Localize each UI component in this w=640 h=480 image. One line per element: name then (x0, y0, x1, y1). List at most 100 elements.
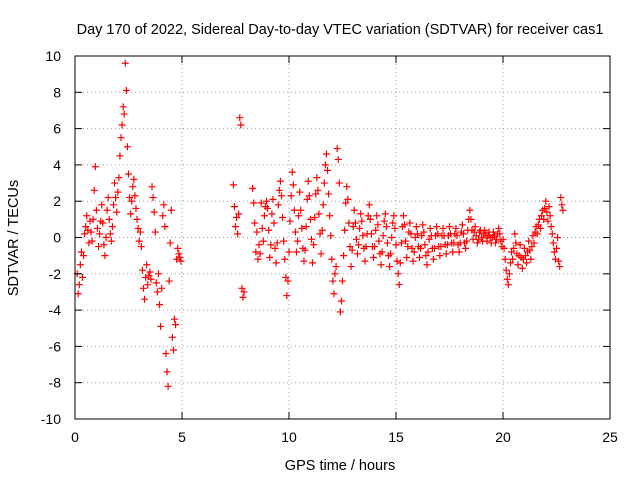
data-point-marker (420, 228, 428, 236)
data-point-marker (518, 264, 526, 272)
data-point-marker (251, 219, 259, 227)
data-point-marker (459, 230, 467, 238)
data-point-marker (471, 223, 479, 231)
data-point-marker (396, 259, 404, 267)
data-point-marker (555, 257, 563, 265)
data-point-marker (110, 201, 118, 209)
data-point-marker (495, 224, 503, 232)
data-point-marker (154, 270, 162, 278)
data-point-marker (467, 215, 475, 223)
data-point-marker (541, 204, 549, 212)
data-point-marker (147, 275, 155, 283)
data-point-marker (80, 252, 88, 260)
data-point-marker (176, 253, 184, 261)
data-point-marker (505, 270, 513, 278)
data-point-marker (152, 279, 160, 287)
data-point-marker (327, 232, 335, 240)
data-point-marker (538, 212, 546, 220)
data-point-marker (312, 190, 320, 198)
data-point-marker (343, 183, 351, 191)
data-point-marker (424, 248, 432, 256)
data-point-marker (466, 206, 474, 214)
data-point-marker (279, 214, 287, 222)
data-point-marker (387, 250, 395, 258)
data-point-marker (253, 228, 261, 236)
data-point-marker (116, 152, 124, 160)
data-point-marker (289, 181, 297, 189)
data-point-marker (131, 192, 139, 200)
data-point-marker (344, 195, 352, 203)
data-point-marker (520, 244, 528, 252)
data-point-marker (282, 273, 290, 281)
data-point-marker (304, 177, 312, 185)
data-point-marker (380, 217, 388, 225)
data-point-marker (307, 235, 315, 243)
data-point-marker (269, 195, 277, 203)
data-point-marker (410, 248, 418, 256)
data-point-marker (508, 248, 516, 256)
data-point-marker (302, 223, 310, 231)
data-point-marker (316, 230, 324, 238)
data-point-marker (105, 215, 113, 223)
x-tick-label: 10 (281, 429, 297, 445)
data-point-marker (112, 194, 120, 202)
data-point-marker (77, 248, 85, 256)
data-point-marker (309, 259, 317, 267)
data-point-marker (439, 224, 447, 232)
data-point-marker (361, 257, 369, 265)
data-point-marker (274, 201, 282, 209)
data-point-marker (310, 241, 318, 249)
data-point-marker (557, 194, 565, 202)
data-point-marker (96, 230, 104, 238)
data-point-marker (92, 206, 100, 214)
data-point-marker (240, 288, 248, 296)
data-point-marker (359, 232, 367, 240)
data-point-marker (294, 237, 302, 245)
data-point-marker (331, 270, 339, 278)
data-point-marker (357, 210, 365, 218)
data-point-marker (75, 281, 83, 289)
data-point-marker (306, 215, 314, 223)
data-point-marker (165, 277, 173, 285)
data-point-marker (493, 235, 501, 243)
data-point-marker (411, 234, 419, 241)
data-point-marker (286, 217, 294, 225)
data-point-marker (172, 321, 180, 329)
y-tick-label: -10 (41, 411, 61, 427)
data-point-marker (174, 244, 182, 252)
data-point-marker (553, 244, 560, 252)
data-point-marker (83, 212, 91, 220)
data-point-marker (85, 239, 93, 247)
data-point-marker (348, 246, 356, 254)
data-point-marker (534, 221, 542, 229)
data-point-marker (284, 277, 292, 285)
data-point-marker (558, 201, 566, 209)
data-point-marker (559, 206, 567, 214)
x-tick-label: 20 (495, 429, 511, 445)
data-point-marker (530, 239, 538, 247)
data-point-marker (371, 243, 379, 251)
data-point-marker (328, 255, 336, 263)
data-point-marker (138, 266, 146, 274)
data-point-marker (533, 230, 541, 238)
data-point-marker (412, 223, 420, 231)
data-point-marker (148, 183, 156, 191)
data-point-marker (426, 224, 434, 232)
data-point-marker (500, 244, 508, 252)
data-point-marker (78, 273, 86, 281)
data-point-marker (378, 248, 386, 256)
data-point-marker (74, 290, 82, 298)
data-point-marker (381, 210, 389, 218)
data-point-marker (370, 253, 378, 261)
data-point-marker (86, 217, 94, 225)
data-point-marker (153, 288, 161, 296)
data-point-marker (330, 290, 338, 298)
data-point-marker (103, 206, 111, 214)
data-point-marker (233, 214, 241, 222)
data-point-marker (342, 199, 350, 207)
data-point-marker (346, 243, 354, 251)
data-point-marker (301, 246, 309, 254)
data-point-marker (90, 186, 98, 194)
data-point-marker (143, 261, 151, 269)
data-point-marker (393, 257, 401, 265)
